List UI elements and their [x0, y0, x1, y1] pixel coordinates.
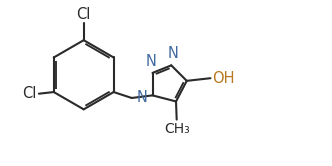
Text: N: N: [145, 54, 156, 69]
Text: Cl: Cl: [23, 86, 37, 101]
Text: CH₃: CH₃: [164, 122, 190, 136]
Text: N: N: [167, 46, 178, 61]
Text: N: N: [137, 89, 147, 105]
Text: Cl: Cl: [76, 7, 91, 22]
Text: OH: OH: [212, 71, 234, 86]
